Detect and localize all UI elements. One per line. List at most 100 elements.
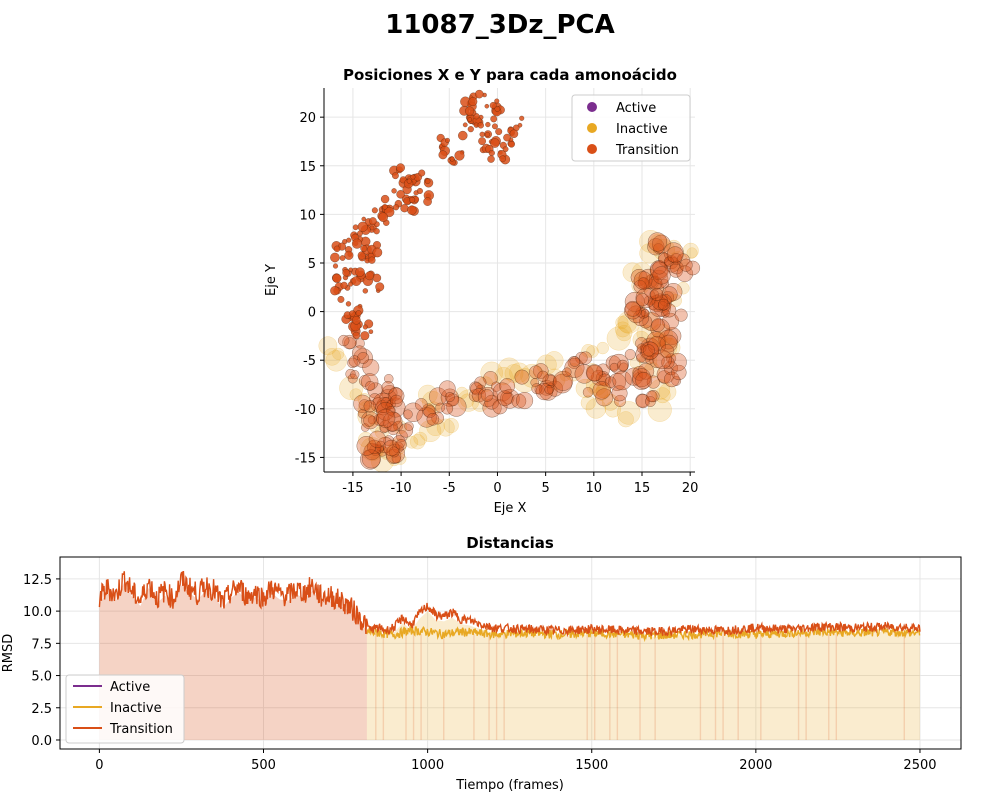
line-legend-frame bbox=[65, 674, 185, 744]
scatter-point-transition bbox=[487, 155, 495, 163]
scatter-point-inactive bbox=[339, 375, 364, 401]
scatter-point-transition bbox=[416, 187, 424, 195]
scatter-point-transition bbox=[484, 131, 491, 138]
scatter-point-transition bbox=[383, 439, 400, 457]
scatter-point-transition bbox=[404, 421, 414, 431]
scatter-point-transition bbox=[604, 376, 617, 388]
line-legend-label-active: Active bbox=[110, 680, 150, 695]
scatter-point-transition bbox=[362, 288, 369, 294]
line-x-ticks: 0 500 1000 1500 2000 2500 bbox=[95, 749, 937, 773]
scatter-point-transition bbox=[477, 122, 485, 129]
scatter-point-transition bbox=[368, 430, 386, 448]
scatter-point-transition bbox=[363, 400, 377, 413]
scatter-point-transition bbox=[357, 409, 368, 419]
scatter-point-transition bbox=[353, 394, 372, 413]
line-x-tick-label: 1500 bbox=[575, 758, 608, 773]
scatter-point-inactive bbox=[649, 379, 671, 400]
scatter-points bbox=[318, 89, 701, 473]
scatter-point-transition bbox=[380, 194, 390, 204]
scatter-point-transition bbox=[492, 399, 508, 415]
scatter-point-transition bbox=[392, 204, 400, 211]
scatter-point-transition bbox=[339, 255, 346, 261]
scatter-point-transition bbox=[358, 399, 371, 411]
scatter-point-inactive bbox=[494, 366, 513, 386]
scatter-y-tick-label: -5 bbox=[303, 354, 316, 369]
line-series-inactive bbox=[366, 625, 921, 643]
scatter-point-transition bbox=[372, 247, 383, 258]
scatter-y-tick-label: 15 bbox=[299, 160, 316, 175]
scatter-point-inactive bbox=[325, 350, 347, 372]
scatter-point-inactive bbox=[471, 395, 489, 412]
line-y-label: RMSD bbox=[1, 634, 16, 673]
scatter-point-transition bbox=[645, 390, 658, 403]
scatter-point-transition bbox=[396, 163, 406, 173]
scatter-point-transition bbox=[585, 364, 604, 382]
scatter-point-transition bbox=[495, 128, 503, 136]
scatter-point-inactive bbox=[614, 321, 631, 338]
line-legend-label-inactive: Inactive bbox=[110, 701, 162, 716]
line-shade-stripe bbox=[405, 634, 407, 740]
scatter-point-transition bbox=[519, 115, 525, 121]
scatter-point-transition bbox=[632, 368, 651, 388]
scatter-point-transition bbox=[668, 352, 687, 372]
scatter-point-transition bbox=[340, 281, 348, 289]
scatter-point-transition bbox=[365, 380, 376, 391]
line-y-ticks: 0.0 2.5 5.0 7.5 10.0 12.5 bbox=[23, 573, 60, 749]
scatter-point-transition bbox=[484, 394, 500, 410]
scatter-point-transition bbox=[499, 378, 516, 394]
scatter-point-transition bbox=[582, 387, 594, 398]
scatter-point-inactive bbox=[616, 324, 633, 342]
scatter-point-inactive bbox=[457, 389, 480, 412]
scatter-legend-frame bbox=[571, 94, 691, 162]
scatter-point-transition bbox=[530, 378, 540, 387]
scatter-point-transition bbox=[658, 252, 670, 264]
scatter-point-transition bbox=[657, 301, 668, 312]
line-state-shading bbox=[99, 582, 920, 740]
line-plot: Distancias 0 500 1000 1500 2000 2500 0.0 2.5 5.… bbox=[1, 534, 962, 793]
scatter-point-transition bbox=[406, 178, 412, 184]
scatter-point-inactive bbox=[426, 417, 445, 437]
line-shade-stripe bbox=[760, 634, 762, 740]
scatter-point-transition bbox=[352, 345, 367, 361]
scatter-point-transition bbox=[368, 256, 376, 264]
scatter-point-inactive bbox=[323, 347, 341, 366]
scatter-x-tick-label: 5 bbox=[541, 481, 549, 496]
scatter-legend-label-transition: Transition bbox=[615, 143, 679, 158]
scatter-point-transition bbox=[330, 252, 340, 263]
scatter-point-transition bbox=[362, 324, 368, 330]
scatter-point-transition bbox=[462, 122, 468, 128]
line-y-tick-label: 0.0 bbox=[31, 734, 52, 749]
scatter-point-inactive bbox=[413, 431, 428, 446]
scatter-point-transition bbox=[553, 370, 574, 391]
figure-title: 11087_3Dz_PCA bbox=[385, 10, 615, 40]
scatter-point-transition bbox=[381, 381, 395, 395]
scatter-point-transition bbox=[373, 227, 380, 235]
scatter-point-transition bbox=[351, 238, 363, 249]
scatter-point-inactive bbox=[419, 419, 442, 443]
scatter-point-transition bbox=[578, 351, 593, 365]
scatter-point-inactive bbox=[581, 344, 596, 358]
scatter-point-transition bbox=[645, 396, 656, 407]
scatter-point-transition bbox=[449, 156, 455, 162]
scatter-point-transition bbox=[396, 190, 405, 199]
scatter-point-transition bbox=[611, 385, 628, 402]
line-legend-label-transition: Transition bbox=[109, 722, 173, 737]
scatter-point-transition bbox=[663, 371, 680, 388]
scatter-point-transition bbox=[375, 440, 386, 452]
scatter-point-transition bbox=[509, 129, 519, 139]
line-shade-stripe bbox=[420, 634, 422, 740]
scatter-point-transition bbox=[537, 370, 549, 382]
line-shade-stripe bbox=[375, 634, 377, 740]
scatter-point-transition bbox=[679, 258, 693, 272]
scatter-point-inactive bbox=[575, 378, 595, 399]
scatter-point-transition bbox=[501, 392, 515, 405]
scatter-point-transition bbox=[652, 260, 667, 275]
scatter-point-inactive bbox=[455, 386, 469, 400]
scatter-point-transition bbox=[595, 371, 611, 386]
scatter-point-transition bbox=[382, 204, 388, 210]
scatter-point-transition bbox=[352, 315, 361, 325]
scatter-point-transition bbox=[357, 352, 370, 364]
line-shade-stripe bbox=[412, 634, 415, 740]
scatter-point-transition bbox=[488, 149, 495, 157]
